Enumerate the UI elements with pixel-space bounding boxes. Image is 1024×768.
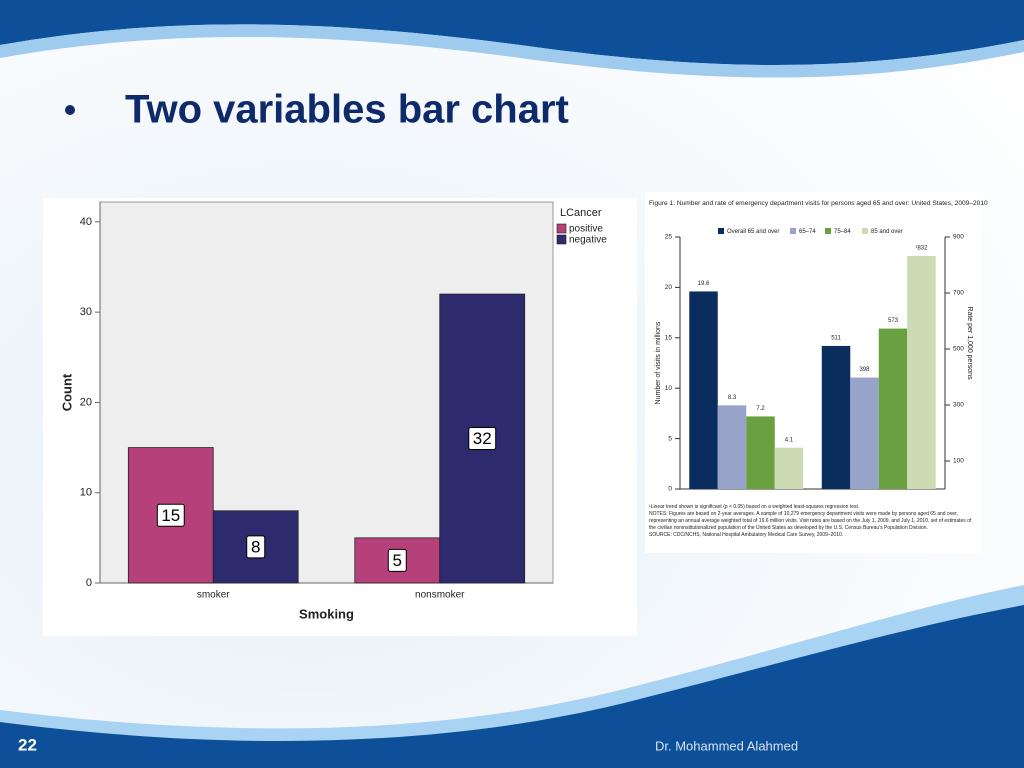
y-tick-label: 20 — [80, 396, 92, 408]
data-label: 8.3 — [728, 395, 737, 401]
legend-swatch — [556, 223, 567, 234]
data-label: 5 — [393, 551, 402, 570]
bar — [717, 405, 747, 489]
legend-label: 75–84 — [834, 229, 851, 235]
bullet — [65, 105, 75, 115]
top-wave-light — [0, 24, 1024, 78]
legend-label: positive — [569, 224, 603, 235]
bar — [746, 416, 775, 489]
y-tick-label: 30 — [80, 306, 92, 318]
figure-notes: ¹Linear trend shown is significant (p < … — [649, 504, 979, 539]
y-axis-label: Count — [59, 373, 74, 411]
bottom-wave — [0, 605, 1024, 768]
figure-title: Figure 1. Number and rate of emergency d… — [649, 200, 988, 207]
author: Dr. Mohammed Alahmed — [655, 738, 798, 753]
legend-swatch — [556, 234, 567, 245]
bar — [850, 377, 879, 489]
legend-swatch — [718, 228, 724, 234]
x-axis-label: Smoking — [299, 606, 354, 621]
bar — [878, 328, 908, 489]
y-tick-label: 0 — [668, 486, 672, 493]
figure-note: SOURCE: CDC/NCHS, National Hospital Ambu… — [649, 532, 844, 538]
figure-note: NOTES: Figures are based on 2-year avera… — [649, 511, 972, 531]
y2-tick-label: 500 — [953, 346, 964, 353]
data-label-box — [246, 535, 266, 559]
data-label: 32 — [473, 429, 492, 448]
legend-swatch — [825, 228, 831, 234]
y2-tick-label: 700 — [953, 290, 964, 297]
legend-label: Overall 65 and over — [727, 229, 779, 235]
data-label: 19.6 — [698, 281, 710, 287]
page-number: 22 — [18, 735, 37, 754]
bar — [821, 345, 851, 489]
y-tick-label: 5 — [668, 435, 672, 442]
legend-label: 85 and over — [871, 229, 903, 235]
x-tick-label: nonsmoker — [415, 590, 465, 601]
data-label: 8 — [251, 537, 260, 556]
data-label-box — [387, 548, 407, 572]
y-axis-label: Number of visits in millions — [655, 321, 662, 404]
y-tick-label: 0 — [86, 577, 92, 589]
top-wave — [0, 0, 1024, 65]
data-label: 398 — [859, 367, 870, 373]
legend-swatch — [862, 228, 868, 234]
data-label-box — [156, 503, 185, 527]
y-tick-label: 25 — [665, 234, 673, 241]
legend-swatch — [790, 228, 796, 234]
bar — [907, 256, 936, 489]
data-label: ¹832 — [915, 246, 928, 252]
y-tick-label: 10 — [80, 487, 92, 499]
y2-tick-label: 300 — [953, 402, 964, 409]
y-tick-label: 10 — [665, 385, 673, 392]
data-label: 7.2 — [756, 406, 765, 412]
data-label-box — [468, 427, 497, 451]
bar — [774, 447, 804, 489]
legend-label: negative — [569, 235, 607, 246]
x-tick-label: smoker — [197, 590, 230, 601]
data-label: 511 — [831, 335, 841, 341]
bar — [689, 291, 718, 489]
data-label: 573 — [888, 318, 899, 324]
y-tick-label: 40 — [80, 216, 92, 228]
y-tick-label: 20 — [665, 284, 673, 291]
y2-axis-label: Rate per 1,000 persons — [966, 306, 973, 380]
y2-tick-label: 900 — [953, 234, 964, 241]
data-label: 4.1 — [785, 437, 794, 443]
y2-tick-label: 100 — [953, 458, 964, 465]
figure-note: ¹Linear trend shown is significant (p < … — [649, 504, 860, 510]
legend-label: 65–74 — [799, 229, 816, 235]
slide-title: Two variables bar chart — [125, 88, 569, 132]
y-tick-label: 15 — [665, 335, 673, 342]
data-label: 15 — [161, 506, 180, 525]
legend-title: LCancer — [560, 207, 602, 219]
